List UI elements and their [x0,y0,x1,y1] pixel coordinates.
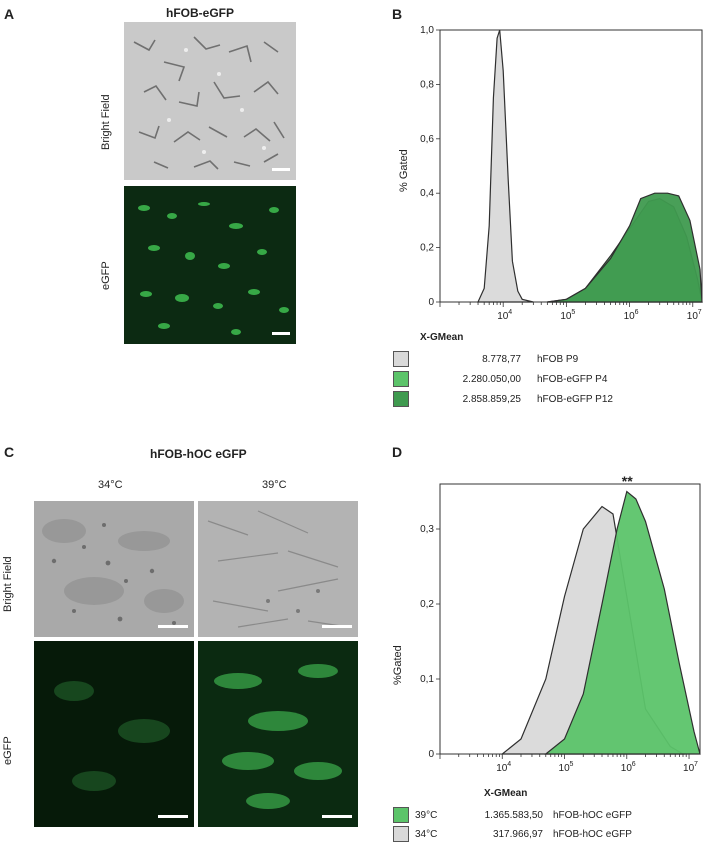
panel-c-row-label-brightfield: Bright Field [2,556,14,612]
legend-name: hFOB-eGFP P12 [537,393,613,405]
egfp-cells-picture [124,186,296,344]
x-tick-exponent: 7 [698,309,702,316]
panel-c-brightfield-39-image [198,501,358,637]
legend-item: 8.778,77 hFOB P9 [393,351,578,367]
legend-swatch [393,391,409,407]
x-tick-label: 10 [683,763,695,774]
legend-value: 2.280.050,00 [462,373,521,385]
x-tick-exponent: 4 [507,761,511,768]
legend-name: hFOB P9 [537,353,579,365]
panel-b-xlabel: X-GMean [420,332,464,343]
x-tick-label: 10 [624,311,636,322]
legend-item: 39°C 1.365.583,50 hFOB-hOC eGFP [393,807,632,823]
significance-annotation: ** [622,474,633,489]
scale-bar [322,625,352,628]
y-tick-label: 0,3 [420,524,434,535]
panel-c-brightfield-34-image [34,501,194,637]
brightfield-39-picture [198,501,358,637]
x-tick-label: 10 [621,763,633,774]
histogram-series-1 [544,490,701,755]
legend-swatch [393,351,409,367]
panel-a-title: hFOB-eGFP [166,6,234,20]
panel-a-row-label-brightfield: Bright Field [100,94,112,150]
legend-swatch [393,807,409,823]
y-tick-label: 0,2 [420,599,434,610]
panel-d-xlabel: X-GMean [484,788,528,799]
legend-item: 34°C 317.966,97 hFOB-hOC eGFP [393,826,632,842]
legend-name: hFOB-eGFP P4 [537,373,608,385]
histogram-series-2 [547,192,703,303]
scale-bar [322,815,352,818]
y-tick-label: 0,8 [420,79,434,90]
panel-c-title: hFOB-hOC eGFP [150,447,247,461]
y-tick-label: 0,1 [420,674,434,685]
panel-a-label: A [4,6,15,22]
panel-a-brightfield-image [124,22,296,180]
x-tick-label: 10 [560,311,572,322]
panel-d-ylabel: %Gated [392,645,404,685]
legend-swatch [393,371,409,387]
x-tick-exponent: 7 [694,761,698,768]
panel-c-egfp-34-image [34,641,194,827]
x-tick-exponent: 5 [570,761,574,768]
legend-name: hFOB-hOC eGFP [553,809,632,821]
legend-item: 2.280.050,00 hFOB-eGFP P4 [393,371,607,387]
legend-temp: 39°C [415,809,438,821]
y-tick-label: 0,6 [420,134,434,145]
x-tick-exponent: 5 [571,309,575,316]
legend-item: 2.858.859,25 hFOB-eGFP P12 [393,391,613,407]
histogram-series-0 [477,29,534,303]
x-tick-label: 10 [687,311,699,322]
egfp-34-picture [34,641,194,827]
legend-value: 8.778,77 [482,353,521,365]
panel-c-col-label-34: 34°C [98,479,123,491]
y-tick-label: 0 [428,749,434,760]
legend-value: 2.858.859,25 [462,393,521,405]
panel-b-histogram: 10 4 10 5 10 6 10 700,20,40,60,81,0 [420,25,703,322]
panel-c-label: C [4,444,15,460]
panel-a-row-label-egfp: eGFP [100,261,112,290]
scale-bar [272,168,290,171]
panel-c-col-label-39: 39°C [262,479,287,491]
y-tick-label: 0,4 [420,188,434,199]
x-tick-exponent: 6 [635,309,639,316]
x-tick-exponent: 6 [632,761,636,768]
y-tick-label: 1,0 [420,25,434,36]
legend-name: hFOB-hOC eGFP [553,828,632,840]
panel-a-egfp-image [124,186,296,344]
panel-c-egfp-39-image [198,641,358,827]
panel-c-row-label-egfp: eGFP [2,736,14,765]
y-tick-label: 0 [428,297,434,308]
scale-bar [158,625,188,628]
legend-temp: 34°C [415,828,438,840]
scale-bar [158,815,188,818]
x-tick-label: 10 [559,763,571,774]
egfp-39-picture [198,641,358,827]
y-tick-label: 0,2 [420,243,434,254]
x-tick-label: 10 [496,763,508,774]
legend-value: 317.966,97 [492,828,543,840]
panel-d-label: D [392,444,403,460]
x-tick-exponent: 4 [508,309,512,316]
legend-swatch [393,826,409,842]
brightfield-34-picture [34,501,194,637]
brightfield-cells-picture [124,22,296,180]
legend-value: 1.365.583,50 [484,809,543,821]
panel-d-histogram: 10 4 10 5 10 6 10 700,10,20,3** [420,474,701,774]
panel-b-label: B [392,6,403,22]
x-tick-label: 10 [497,311,509,322]
scale-bar [272,332,290,335]
